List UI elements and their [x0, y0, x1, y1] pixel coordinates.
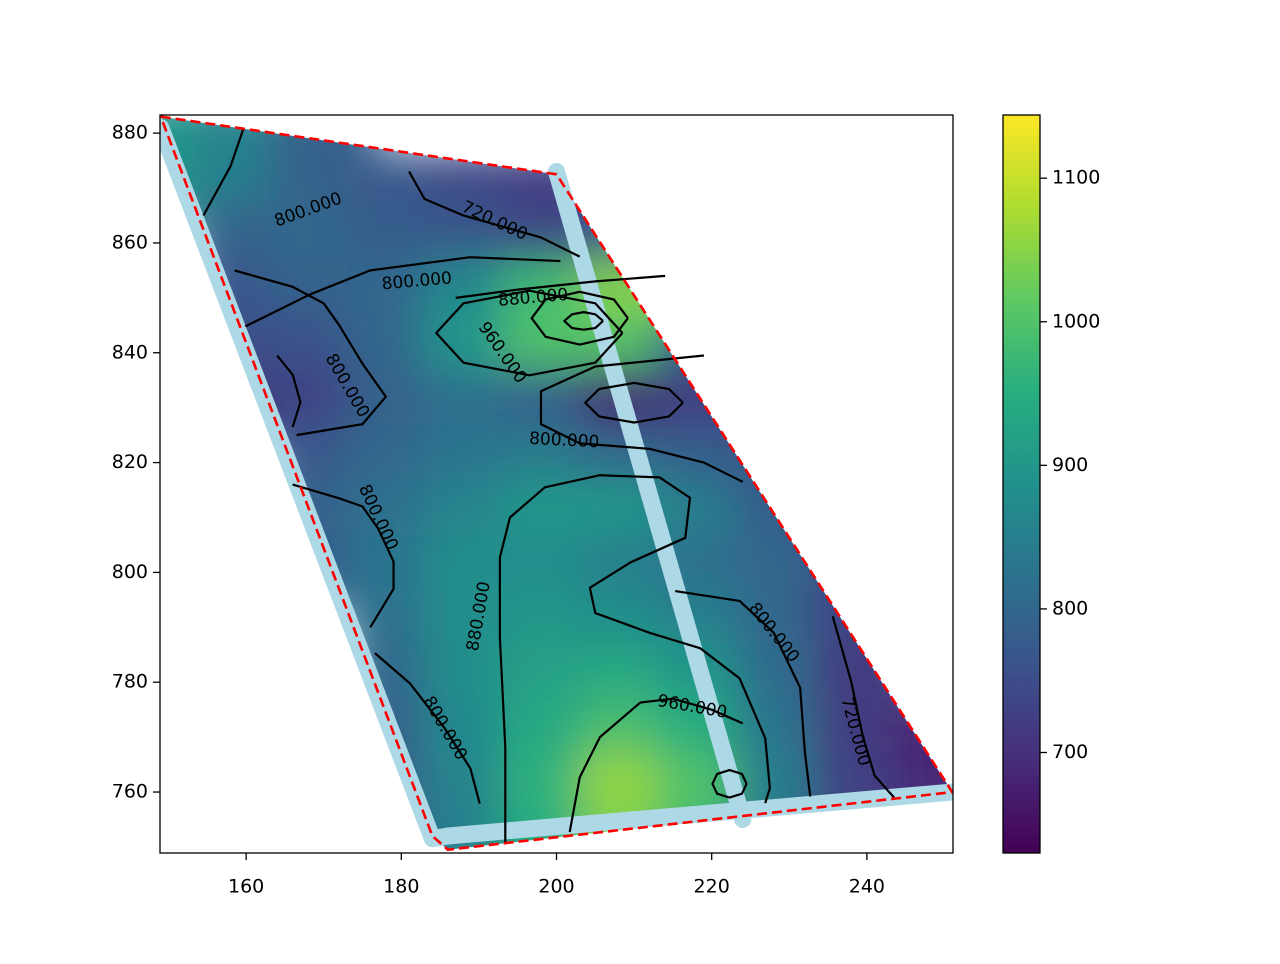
- boundary: [160, 115, 953, 852]
- contour-line: [675, 589, 812, 797]
- axes: 160 180 200 220 240 760 780 800 820 840 860 880: [112, 122, 885, 898]
- y-tick-label: 820: [112, 451, 148, 473]
- contour-line: [831, 616, 895, 799]
- y-tick-label: 860: [112, 231, 148, 253]
- colorbar-gradient: [1003, 115, 1040, 853]
- contour-line: [202, 127, 245, 217]
- contour-line: [408, 171, 581, 258]
- contour-line: [711, 768, 748, 799]
- contour-line: [244, 256, 561, 328]
- x-tick-label: 180: [383, 876, 419, 898]
- contour-line: [530, 290, 629, 346]
- x-tick-label: 200: [538, 876, 574, 898]
- contour-line: [234, 269, 387, 437]
- y-tick-label: 780: [112, 671, 148, 693]
- y-tick-label: 800: [112, 561, 148, 583]
- contour-label: 800.000: [529, 429, 600, 453]
- contour-line: [435, 289, 624, 377]
- contour-line: [498, 474, 771, 843]
- x-tick-label: 240: [849, 876, 885, 898]
- contour-line: [374, 652, 481, 804]
- contour-line: [563, 311, 604, 331]
- contour-line: [568, 697, 744, 833]
- colorbar-tick-label: 900: [1052, 454, 1088, 476]
- colorbar-tick-label: 800: [1052, 597, 1088, 619]
- track: [160, 119, 953, 848]
- contour-line: [292, 483, 395, 628]
- x-tick-label: 220: [694, 876, 730, 898]
- colorbar-frame: [1002, 114, 1041, 854]
- contour-line: [539, 354, 744, 483]
- colorbar-tick-label: 1000: [1052, 310, 1100, 332]
- colorbar: 700 800 900 1000 1100: [1002, 114, 1100, 854]
- colorbar-tick-label: 1100: [1052, 167, 1100, 189]
- contour-line: [455, 274, 666, 299]
- x-tick-label: 160: [228, 876, 264, 898]
- colorbar-tick-label: 700: [1052, 741, 1088, 763]
- contour-line: [276, 354, 302, 428]
- y-tick-label: 840: [112, 341, 148, 363]
- contour-line: [584, 381, 684, 424]
- y-tick-label: 760: [112, 781, 148, 803]
- y-tick-label: 880: [112, 122, 148, 144]
